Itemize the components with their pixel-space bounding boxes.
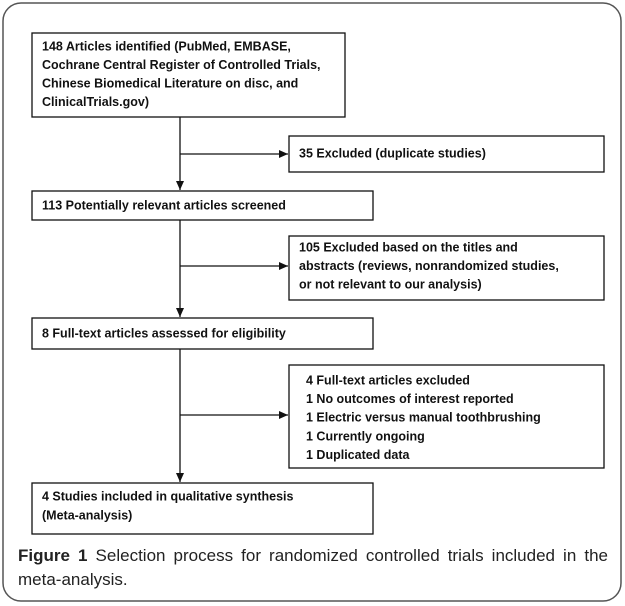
box xyxy=(31,32,346,118)
connectors xyxy=(176,117,288,482)
box-text: (Meta-analysis) xyxy=(42,508,132,522)
box-text: 4 Full-text articles excluded xyxy=(306,373,470,387)
box-text: 4 Studies included in qualitative synthe… xyxy=(42,489,294,503)
box-text: 1 No outcomes of interest reported xyxy=(306,392,514,406)
box-text: 113 Potentially relevant articles screen… xyxy=(42,198,286,212)
box-text: abstracts (reviews, nonrandomized studie… xyxy=(299,259,559,273)
box xyxy=(288,364,605,469)
caption-label: Figure 1 xyxy=(18,546,88,565)
box-text: 1 Currently ongoing xyxy=(306,429,425,443)
boxes: 148 Articles identified (PubMed, EMBASE,… xyxy=(31,32,605,535)
caption: Figure 1 Selection process for randomize… xyxy=(18,544,608,592)
box-text: 35 Excluded (duplicate studies) xyxy=(299,146,486,160)
box-text: 105 Excluded based on the titles and xyxy=(299,240,518,254)
box-text: 1 Duplicated data xyxy=(306,448,411,462)
box-text: ClinicalTrials.gov) xyxy=(42,95,149,109)
box xyxy=(288,135,605,173)
box xyxy=(31,317,374,350)
box xyxy=(31,482,374,535)
box-text: Chinese Biomedical Literature on disc, a… xyxy=(42,76,298,90)
box-text: 1 Electric versus manual toothbrushing xyxy=(306,411,541,425)
box-text: 8 Full-text articles assessed for eligib… xyxy=(42,326,286,340)
box-text: Cochrane Central Register of Controlled … xyxy=(42,58,321,72)
box xyxy=(288,235,605,301)
box-text: 148 Articles identified (PubMed, EMBASE, xyxy=(42,39,291,53)
box-text: or not relevant to our analysis) xyxy=(299,277,482,291)
box xyxy=(31,190,374,221)
caption-text: Selection process for randomized control… xyxy=(18,546,608,589)
